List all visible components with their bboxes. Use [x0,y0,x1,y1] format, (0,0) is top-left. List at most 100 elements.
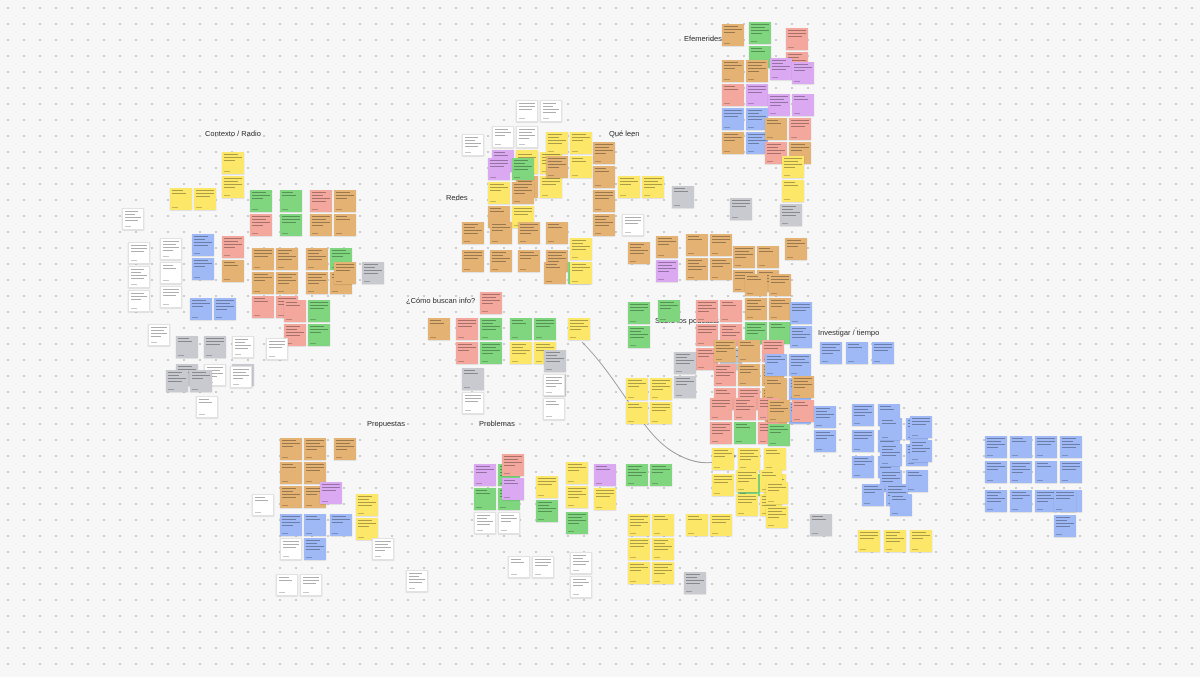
sticky-note[interactable] [765,354,787,376]
sticky-note[interactable] [308,324,330,346]
sticky-note[interactable] [734,398,756,420]
sticky-note[interactable] [488,158,510,180]
sticky-note[interactable] [628,562,650,584]
sticky-note[interactable] [304,538,326,560]
sticky-note[interactable] [792,376,814,398]
sticky-note[interactable] [1035,490,1057,512]
sticky-note[interactable] [814,406,836,428]
sticky-note[interactable] [544,350,566,372]
sticky-note[interactable] [650,402,672,424]
sticky-note[interactable] [330,514,352,536]
sticky-note[interactable] [222,176,244,198]
sticky-note[interactable] [656,260,678,282]
sticky-note[interactable] [714,340,736,362]
sticky-note[interactable] [304,438,326,460]
sticky-note[interactable] [766,506,788,528]
sticky-note[interactable] [230,366,252,388]
sticky-note[interactable] [280,214,302,236]
sticky-note[interactable] [906,470,928,492]
sticky-note[interactable] [280,190,302,212]
sticky-note[interactable] [512,182,534,204]
sticky-note[interactable] [128,266,150,288]
sticky-note[interactable] [280,486,302,508]
sticky-note[interactable] [985,461,1007,483]
sticky-note[interactable] [782,180,804,202]
sticky-note[interactable] [852,456,874,478]
sticky-note[interactable] [769,298,791,320]
sticky-note[interactable] [166,370,188,392]
sticky-note[interactable] [1054,515,1076,537]
sticky-note[interactable] [884,530,906,552]
sticky-note[interactable] [280,438,302,460]
sticky-note[interactable] [642,176,664,198]
sticky-note[interactable] [462,222,484,244]
sticky-note[interactable] [722,60,744,82]
sticky-note[interactable] [498,512,520,534]
sticky-note[interactable] [734,422,756,444]
sticky-note[interactable] [214,298,236,320]
sticky-note[interactable] [852,430,874,452]
sticky-note[interactable] [652,562,674,584]
sticky-note[interactable] [650,378,672,400]
sticky-note[interactable] [540,100,562,122]
sticky-note[interactable] [570,552,592,574]
sticky-note[interactable] [628,326,650,348]
sticky-note[interactable] [626,464,648,486]
sticky-note[interactable] [194,188,216,210]
sticky-note[interactable] [566,486,588,508]
sticky-note[interactable] [222,152,244,174]
sticky-note[interactable] [820,342,842,364]
sticky-note[interactable] [334,190,356,212]
sticky-note[interactable] [536,500,558,522]
sticky-note[interactable] [1010,436,1032,458]
sticky-note[interactable] [480,292,502,314]
sticky-note[interactable] [474,512,496,534]
sticky-note[interactable] [765,142,787,164]
sticky-note[interactable] [650,464,672,486]
sticky-note[interactable] [780,204,802,226]
sticky-note[interactable] [910,440,932,462]
sticky-note[interactable] [276,574,298,596]
sticky-note[interactable] [765,118,787,140]
sticky-note[interactable] [276,272,298,294]
sticky-note[interactable] [492,126,514,148]
sticky-note[interactable] [543,374,565,396]
sticky-note[interactable] [456,342,478,364]
sticky-note[interactable] [722,84,744,106]
sticky-note[interactable] [512,158,534,180]
sticky-note[interactable] [1010,461,1032,483]
sticky-note[interactable] [910,416,932,438]
sticky-note[interactable] [304,514,326,536]
sticky-note[interactable] [280,462,302,484]
sticky-note[interactable] [250,190,272,212]
sticky-note[interactable] [488,182,510,204]
sticky-note[interactable] [789,354,811,376]
sticky-note[interactable] [593,166,615,188]
sticky-note[interactable] [128,290,150,312]
sticky-note[interactable] [480,318,502,340]
sticky-note[interactable] [356,518,378,540]
sticky-note[interactable] [543,398,565,420]
sticky-note[interactable] [516,126,538,148]
sticky-note[interactable] [284,324,306,346]
sticky-note[interactable] [310,190,332,212]
sticky-note[interactable] [872,342,894,364]
sticky-note[interactable] [745,274,767,296]
sticky-note[interactable] [686,258,708,280]
sticky-note[interactable] [710,234,732,256]
sticky-note[interactable] [768,400,790,422]
sticky-note[interactable] [334,262,356,284]
section-title-problemas[interactable]: Problemas [479,419,515,428]
sticky-note[interactable] [696,348,718,370]
sticky-note[interactable] [880,418,902,440]
sticky-note[interactable] [456,318,478,340]
sticky-note[interactable] [736,494,758,516]
sticky-note[interactable] [712,474,734,496]
sticky-note[interactable] [736,470,758,492]
sticky-note[interactable] [846,342,868,364]
sticky-note[interactable] [176,336,198,358]
sticky-note[interactable] [765,378,787,400]
sticky-note[interactable] [192,258,214,280]
sticky-note[interactable] [628,302,650,324]
